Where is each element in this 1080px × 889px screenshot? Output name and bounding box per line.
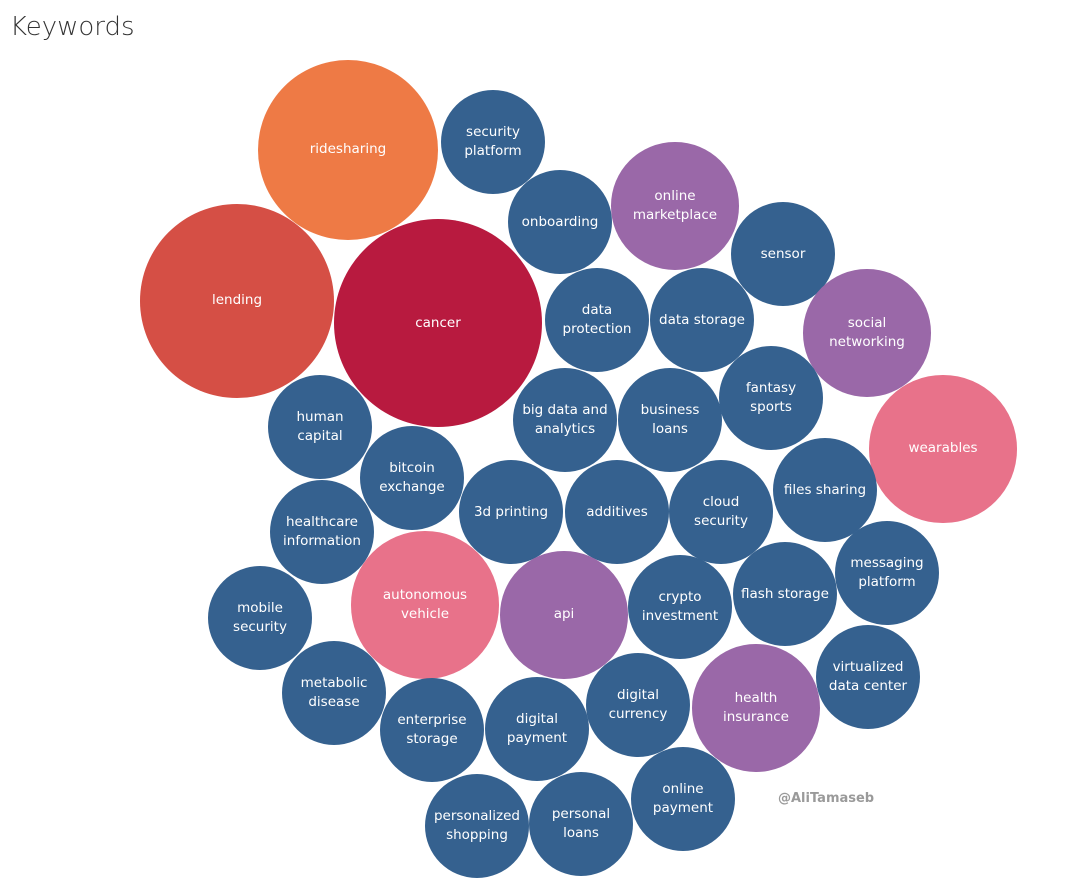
bubble: data protection — [545, 268, 649, 372]
bubble-label: bitcoin exchange — [379, 460, 445, 495]
bubble-label: files sharing — [783, 481, 867, 498]
bubble: data storage — [650, 268, 754, 372]
bubble: crypto investment — [628, 555, 732, 659]
bubble-label: personal loans — [551, 806, 611, 841]
bubble-label: messaging platform — [850, 555, 924, 590]
bubble-label: cancer — [415, 314, 461, 331]
bubble: digital payment — [485, 677, 589, 781]
bubble: flash storage — [733, 542, 837, 646]
bubble: api — [500, 551, 628, 679]
bubble-label: onboarding — [521, 213, 599, 230]
bubble-label: digital payment — [506, 711, 568, 746]
bubble: virtualized data center — [816, 625, 920, 729]
bubble: lending — [139, 203, 335, 399]
bubble-label: healthcare information — [283, 514, 361, 549]
bubble: personalized shopping — [425, 774, 529, 878]
bubble-label: ridesharing — [309, 141, 387, 158]
bubble: human capital — [268, 375, 372, 479]
bubble-label: enterprise storage — [397, 712, 467, 747]
bubble-label: additives — [586, 503, 648, 520]
bubble: ridesharing — [257, 59, 439, 241]
bubble: onboarding — [508, 170, 612, 274]
bubble-label: personalized shopping — [433, 808, 520, 843]
bubble-label: autonomous vehicle — [382, 586, 468, 622]
bubble-label: health insurance — [722, 689, 789, 725]
bubble-label: digital currency — [608, 687, 668, 722]
bubble-label: wearables — [908, 440, 978, 457]
bubble: online marketplace — [611, 142, 739, 270]
bubble-label: social networking — [829, 314, 905, 350]
bubble: business loans — [618, 368, 722, 472]
bubble: online payment — [631, 747, 735, 851]
bubble: mobile security — [208, 566, 312, 670]
bubble: cloud security — [669, 460, 773, 564]
bubble-label: data storage — [659, 311, 745, 328]
bubble-label: 3d printing — [473, 503, 549, 520]
bubble: security platform — [441, 90, 545, 194]
bubble: cancer — [334, 219, 542, 427]
bubble: personal loans — [529, 772, 633, 876]
bubble-label: virtualized data center — [828, 659, 908, 694]
bubble: metabolic disease — [282, 641, 386, 745]
bubble-label: metabolic disease — [300, 675, 368, 710]
bubble: wearables — [869, 375, 1017, 523]
bubble-label: cloud security — [694, 494, 748, 529]
bubble: social networking — [803, 269, 931, 397]
bubble-label: business loans — [640, 402, 700, 437]
bubble: enterprise storage — [380, 678, 484, 782]
bubble: healthcare information — [270, 480, 374, 584]
bubble-label: fantasy sports — [745, 380, 797, 415]
bubble-label: online payment — [652, 781, 714, 816]
watermark: @AliTamaseb — [778, 791, 875, 806]
bubble: files sharing — [773, 438, 877, 542]
bubble: health insurance — [692, 644, 820, 772]
bubble-label: sensor — [760, 245, 806, 262]
bubble-label: online marketplace — [632, 187, 718, 223]
bubble-label: big data and analytics — [522, 402, 608, 437]
bubble-label: flash storage — [741, 585, 829, 602]
bubble: bitcoin exchange — [360, 426, 464, 530]
bubble: messaging platform — [835, 521, 939, 625]
bubble-label: security platform — [464, 124, 522, 159]
bubble: digital currency — [586, 653, 690, 757]
chart-title: Keywords — [10, 12, 135, 42]
bubble-label: human capital — [296, 409, 344, 444]
bubble: big data and analytics — [513, 368, 617, 472]
bubble: 3d printing — [459, 460, 563, 564]
bubble: sensor — [731, 202, 835, 306]
bubble: additives — [565, 460, 669, 564]
bubble-label: crypto investment — [641, 589, 719, 624]
bubble-label: api — [553, 606, 575, 623]
bubble: autonomous vehicle — [351, 531, 499, 679]
bubble-label: lending — [211, 292, 263, 309]
bubble-label: data protection — [562, 302, 632, 337]
bubble: fantasy sports — [719, 346, 823, 450]
bubble-label: mobile security — [233, 600, 287, 635]
